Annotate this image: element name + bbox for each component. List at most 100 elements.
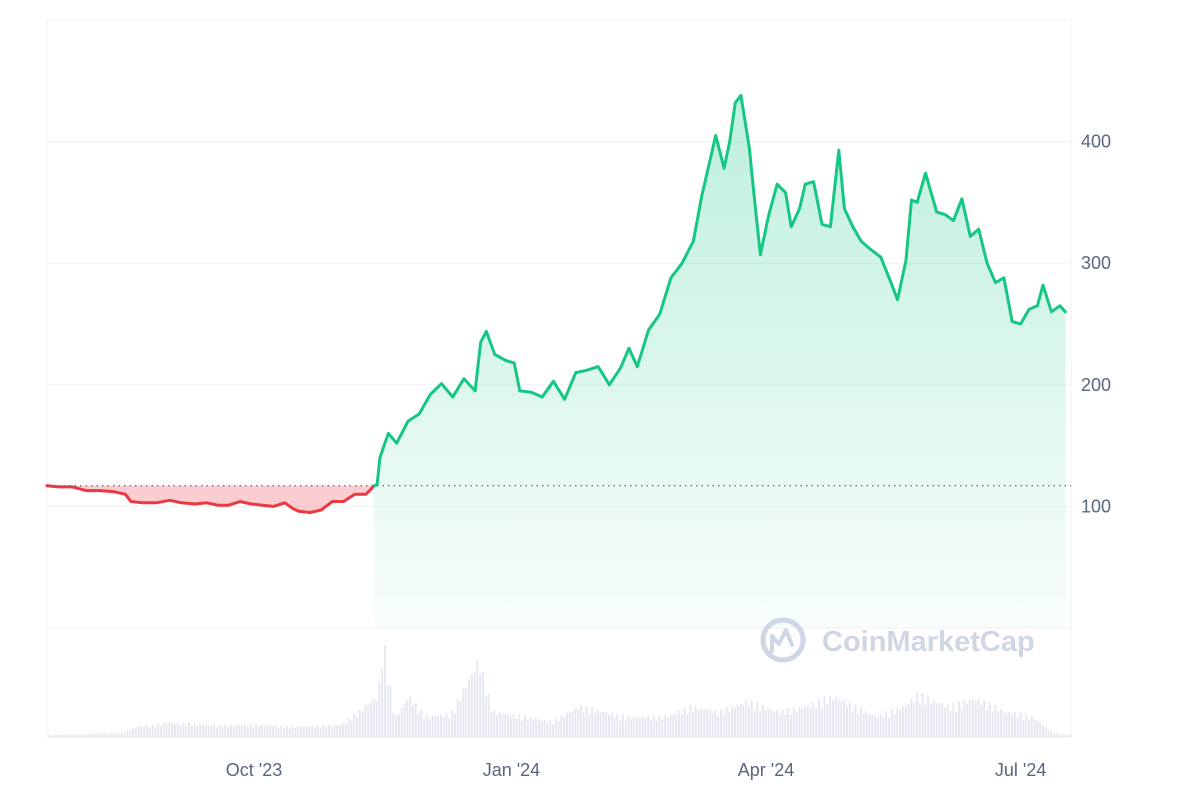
volume-bar xyxy=(582,712,585,737)
volume-bar xyxy=(104,733,106,737)
volume-bar xyxy=(563,717,566,737)
volume-bar xyxy=(512,713,515,737)
volume-bar xyxy=(364,705,367,737)
volume-bar xyxy=(658,715,661,737)
volume-bar xyxy=(302,726,305,737)
volume-bar xyxy=(168,723,171,737)
volume-bar xyxy=(143,727,146,737)
volume-bar xyxy=(140,726,143,737)
volume-bar xyxy=(605,712,608,737)
volume-bar xyxy=(624,720,627,737)
volume-bar xyxy=(865,711,868,737)
volume-bar xyxy=(106,733,109,737)
volume-bar xyxy=(837,699,840,737)
volume-bar xyxy=(1042,725,1044,737)
volume-bar xyxy=(249,723,252,737)
volume-bar xyxy=(560,715,563,737)
volume-bar xyxy=(734,707,736,737)
volume-bar xyxy=(770,709,773,737)
volume-bar xyxy=(95,733,98,737)
volume-bar xyxy=(963,700,966,737)
price-line-up[interactable] xyxy=(372,93,1067,488)
volume-bar xyxy=(462,688,465,737)
volume-bar xyxy=(997,711,1000,737)
volume-bar xyxy=(1058,734,1061,737)
volume-bar xyxy=(521,720,524,737)
volume-bar xyxy=(876,717,879,737)
volume-bar xyxy=(608,714,610,737)
volume-bar xyxy=(134,727,137,737)
volume-bar xyxy=(428,718,431,737)
volume-bar xyxy=(988,702,991,737)
volume-bar xyxy=(454,713,456,737)
volume-bar xyxy=(949,710,952,737)
volume-bar xyxy=(484,696,487,737)
volume-bar xyxy=(420,709,423,737)
volume-bar xyxy=(879,713,882,737)
volume-bar xyxy=(748,706,750,737)
volume-bar xyxy=(924,704,927,737)
volume-bar xyxy=(664,715,666,737)
volume-bar xyxy=(778,714,781,737)
volume-bar xyxy=(958,701,960,737)
volume-bar xyxy=(585,706,588,737)
volume-bar xyxy=(857,713,860,737)
volume-bar xyxy=(860,707,862,737)
volume-bar xyxy=(398,714,400,737)
volume-bar xyxy=(938,703,941,737)
volume-bar xyxy=(160,725,162,737)
volume-bar xyxy=(48,734,50,737)
volume-bar xyxy=(347,718,350,737)
volume-bar xyxy=(532,719,535,737)
volume-bar xyxy=(829,695,832,737)
volume-bar xyxy=(1061,733,1064,737)
volume-bar xyxy=(1047,730,1050,737)
volume-bar xyxy=(955,711,958,737)
volume-bar xyxy=(703,709,706,737)
volume-bar xyxy=(174,723,176,737)
volume-bar xyxy=(456,698,459,737)
volume-bar xyxy=(720,709,722,737)
volume-bar xyxy=(468,679,470,737)
volume-bar xyxy=(283,728,286,737)
volume-bar xyxy=(1002,712,1005,737)
volume-bar xyxy=(395,715,398,737)
volume-bar xyxy=(1008,712,1011,737)
volume-bar xyxy=(101,733,104,737)
volume-bar xyxy=(232,725,235,737)
volume-bar xyxy=(224,724,227,737)
volume-bar xyxy=(515,718,518,737)
volume-bar xyxy=(966,703,969,737)
volume-bar xyxy=(798,706,801,737)
volume-bar xyxy=(692,711,694,737)
volume-bar xyxy=(591,707,594,737)
volume-bar xyxy=(602,711,605,737)
volume-bar xyxy=(801,708,804,737)
volume-bar xyxy=(409,696,412,737)
volume-bar xyxy=(81,734,84,737)
volume-bar xyxy=(400,707,403,737)
volume-bar xyxy=(406,700,409,737)
volume-bar xyxy=(613,717,616,737)
volume-bar xyxy=(776,710,778,737)
volume-bar xyxy=(330,726,333,737)
volume-bar xyxy=(790,714,792,737)
volume-bar xyxy=(885,711,888,737)
volume-bar xyxy=(297,726,300,737)
volume-bar xyxy=(1014,712,1016,737)
volume-bar xyxy=(328,724,330,737)
volume-bar xyxy=(440,715,442,737)
volume-bar xyxy=(230,724,232,737)
volume-bar xyxy=(356,717,358,737)
volume-bar xyxy=(566,712,568,737)
volume-bar xyxy=(638,717,641,737)
volume-bar xyxy=(493,710,496,737)
price-area xyxy=(47,95,1066,628)
volume-bar xyxy=(753,711,756,737)
volume-bar xyxy=(636,717,638,737)
volume-bar xyxy=(787,707,790,737)
volume-bar xyxy=(750,700,753,737)
price-line-down[interactable] xyxy=(45,484,376,514)
volume-bar xyxy=(370,702,372,737)
